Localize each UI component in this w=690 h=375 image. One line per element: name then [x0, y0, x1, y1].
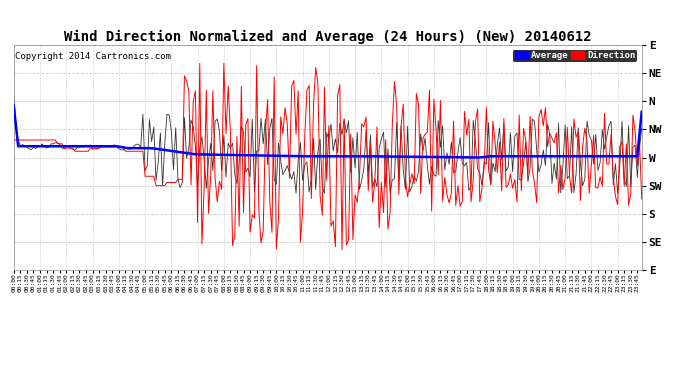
Text: Copyright 2014 Cartronics.com: Copyright 2014 Cartronics.com: [15, 52, 171, 61]
Legend: Average, Direction: Average, Direction: [513, 50, 637, 62]
Title: Wind Direction Normalized and Average (24 Hours) (New) 20140612: Wind Direction Normalized and Average (2…: [64, 30, 591, 44]
